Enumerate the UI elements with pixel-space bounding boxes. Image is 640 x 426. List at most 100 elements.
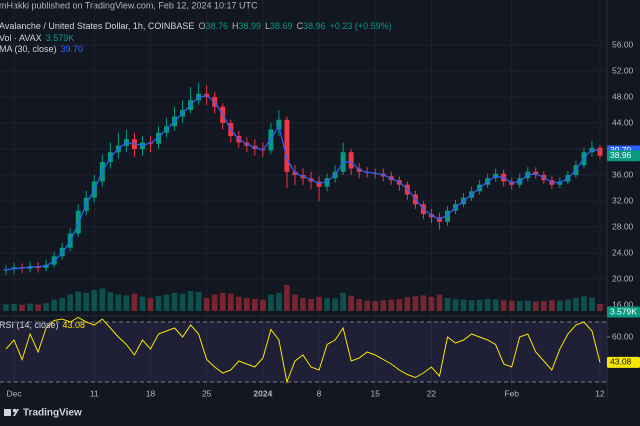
volume-bar: [284, 285, 290, 311]
ohlc-item: 38.96: [303, 21, 326, 31]
y-tick-label: 52.00: [612, 65, 634, 75]
title: Avalanche / United States Dollar, 1h, CO…: [0, 21, 194, 31]
y-tick-label: 28.00: [612, 221, 634, 231]
volume-bar: [59, 298, 65, 311]
close-tag: 38.96: [607, 150, 640, 162]
volume-bar: [268, 294, 274, 311]
candle-body: [139, 142, 145, 149]
ohlc-item: 38.69: [270, 21, 293, 31]
volume-bar: [227, 293, 234, 311]
ma-name: MA (30, close): [0, 44, 57, 54]
volume-bar: [179, 293, 186, 311]
volume-tag-bg: [607, 306, 640, 318]
x-tick-label: Dec: [6, 388, 22, 398]
volume-bar: [468, 300, 475, 311]
volume-bar: [380, 300, 387, 311]
volume-bar: [476, 299, 483, 311]
volume-bar: [163, 294, 170, 311]
x-tick-label: 8: [317, 388, 322, 398]
volume-bar: [219, 292, 226, 311]
volume-bar: [252, 298, 258, 311]
x-tick-label: 15: [371, 388, 381, 398]
candle-body: [324, 178, 330, 187]
volume-bar: [147, 298, 154, 311]
candle-body: [75, 210, 81, 234]
volume-bar: [171, 292, 178, 311]
volume-bar: [549, 300, 555, 311]
rsi-tag-bg: [607, 356, 640, 368]
volume-bar: [372, 301, 379, 311]
volume-bar: [99, 288, 106, 311]
volume-bar: [444, 298, 451, 311]
rsi-line: [5, 316, 601, 384]
ma-legend: MA (30, close) 39.70: [0, 44, 83, 54]
volume-bar: [195, 291, 202, 311]
x-tick-label: 18: [146, 388, 156, 398]
x-tick-label: 2024: [253, 388, 272, 398]
volume-bar: [597, 304, 603, 311]
brand-logo: [4, 408, 19, 416]
volume-bar: [276, 292, 282, 311]
volume-bar: [396, 298, 403, 311]
rsi-name: RSI (14, close): [0, 320, 59, 330]
volume-bar: [364, 300, 371, 311]
x-tick-label: 12: [595, 388, 605, 398]
volume-bar: [452, 299, 459, 311]
volume-bar: [589, 297, 595, 311]
volume-name: Vol · AVAX: [0, 33, 42, 43]
volume-bar: [492, 299, 499, 311]
volume-bar: [565, 299, 571, 311]
volume-bar: [123, 295, 130, 311]
y-tick-label: 16.00: [612, 299, 634, 309]
ma-line: [5, 95, 601, 271]
volume-bar: [508, 300, 515, 311]
title-line: Avalanche / United States Dollar, 1h, CO…: [0, 21, 392, 31]
volume-bar: [300, 298, 306, 311]
volume-bar: [115, 294, 122, 311]
volume-bar: [332, 298, 338, 311]
volume-bar: [155, 295, 162, 311]
candle-body: [316, 181, 322, 187]
volume-bar: [557, 300, 563, 311]
volume-bar: [107, 292, 114, 311]
volume-bar: [131, 293, 138, 311]
volume-tag: 3.579K: [607, 306, 640, 318]
ma-value: 39.70: [61, 44, 84, 54]
volume-bar: [75, 291, 82, 311]
volume-bar: [524, 300, 531, 311]
volume-tag-label: 3.579K: [610, 306, 637, 316]
volume-bar: [484, 298, 491, 311]
y-tick-label: 48.00: [612, 91, 634, 101]
volume-bar: [27, 303, 33, 311]
ohlc-item: +0.23 (+0.59%): [330, 21, 392, 31]
candle-body: [348, 152, 354, 169]
close-tag-bg: [607, 150, 640, 162]
y-tick-label: 32.00: [612, 195, 634, 205]
candle-body: [156, 132, 162, 144]
volume-bar: [500, 300, 507, 311]
volume-bar: [428, 296, 435, 311]
volume-bar: [35, 304, 41, 311]
volume-bar: [203, 298, 210, 311]
volume-bar: [308, 298, 314, 311]
ohlc-item: L: [265, 21, 270, 31]
volume-bar: [324, 298, 330, 311]
ohlc-item: H: [232, 21, 239, 31]
y-tick-label: 44.00: [612, 117, 634, 127]
ohlc-item: O: [198, 21, 205, 31]
volume-bar: [532, 301, 539, 311]
volume-bar: [139, 296, 146, 311]
volume-bar: [340, 292, 346, 311]
candle-body: [284, 119, 290, 172]
volume-bar: [412, 296, 419, 311]
rsi-tag: 43.08: [607, 357, 640, 368]
volume-bar: [404, 297, 411, 311]
volume-bar: [83, 292, 90, 311]
x-tick-label: 22: [427, 388, 437, 398]
rsi-value: 43.08: [63, 320, 86, 330]
volume-bar: [420, 295, 427, 311]
x-tick-label: 11: [90, 388, 99, 398]
rsi-tick-label: 60.00: [612, 331, 634, 341]
x-tick-label: 25: [202, 388, 212, 398]
